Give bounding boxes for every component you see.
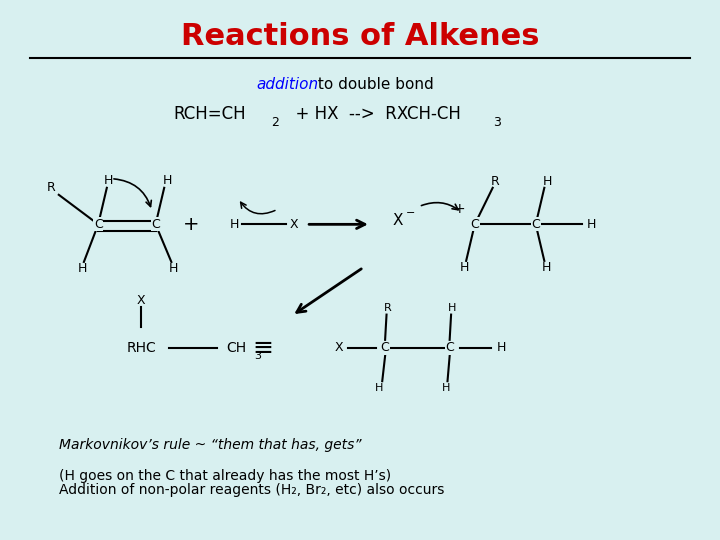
Text: X: X [334, 341, 343, 354]
Text: Reactions of Alkenes: Reactions of Alkenes [181, 22, 539, 51]
Text: R: R [490, 175, 499, 188]
Text: H: H [542, 175, 552, 188]
Text: H: H [449, 302, 456, 313]
Text: C: C [445, 341, 454, 354]
Text: C: C [531, 218, 540, 231]
Text: Addition of non-polar reagents (H₂, Br₂, etc) also occurs: Addition of non-polar reagents (H₂, Br₂,… [59, 483, 444, 497]
Text: C: C [94, 218, 102, 231]
Text: (H goes on the C that already has the most H’s): (H goes on the C that already has the mo… [59, 469, 391, 483]
Text: X: X [137, 294, 145, 307]
Text: +: + [183, 215, 199, 234]
Text: X: X [393, 213, 403, 228]
Text: H: H [230, 218, 239, 231]
Text: −: − [406, 207, 415, 218]
Text: addition: addition [256, 77, 318, 92]
Text: C: C [470, 218, 479, 231]
Text: R: R [48, 181, 56, 194]
Text: 3: 3 [493, 116, 501, 129]
Text: H: H [587, 218, 596, 231]
Text: H: H [442, 383, 450, 393]
Text: H: H [541, 261, 552, 274]
Text: X: X [289, 218, 298, 231]
Text: H: H [497, 341, 506, 354]
Text: RCH=CH: RCH=CH [174, 105, 246, 123]
Text: 3: 3 [255, 351, 261, 361]
Text: C: C [151, 218, 160, 231]
Text: RHC: RHC [127, 341, 156, 355]
Text: Markovnikov’s rule ~ “them that has, gets”: Markovnikov’s rule ~ “them that has, get… [59, 437, 361, 451]
Text: R: R [384, 302, 392, 313]
Text: to double bond: to double bond [313, 77, 434, 92]
Text: H: H [460, 261, 469, 274]
Text: +: + [453, 202, 465, 217]
Text: + HX  -->  RXCH-CH: + HX --> RXCH-CH [284, 105, 461, 123]
Text: H: H [163, 174, 172, 187]
Text: H: H [104, 174, 113, 187]
Text: H: H [168, 262, 179, 275]
Text: H: H [375, 383, 384, 393]
Text: CH: CH [226, 341, 246, 355]
Text: H: H [78, 262, 87, 275]
Text: ≡: ≡ [253, 336, 274, 360]
Text: C: C [381, 341, 390, 354]
Text: 2: 2 [271, 116, 279, 129]
